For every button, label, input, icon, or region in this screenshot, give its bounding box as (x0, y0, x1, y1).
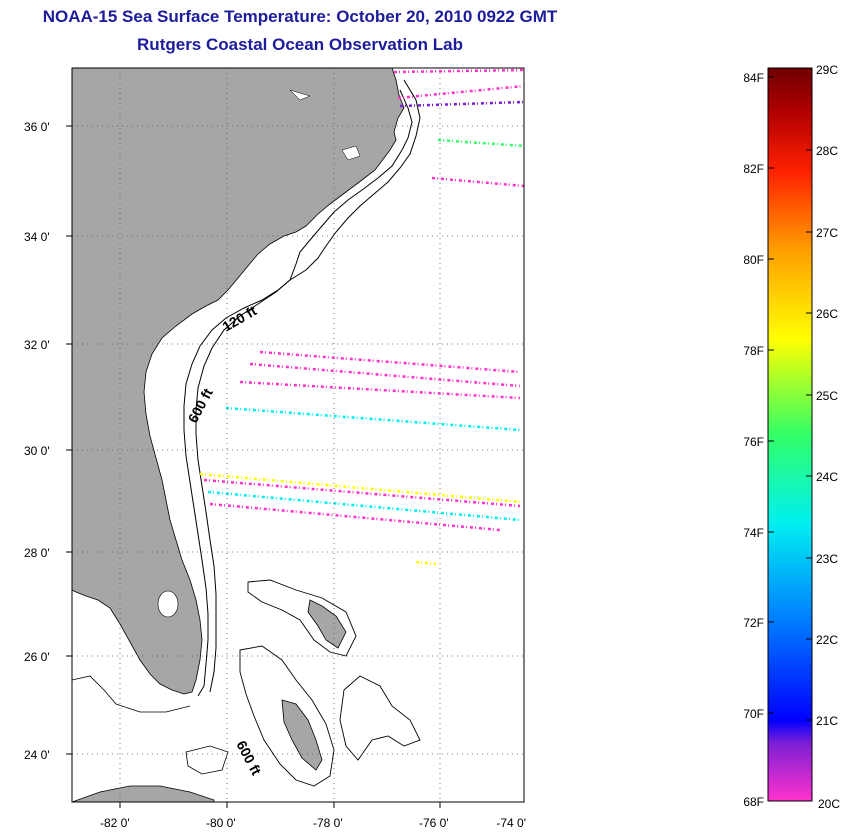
isobath-120ft (183, 89, 413, 697)
swath (225, 406, 521, 432)
lat-tick-32: 32 0' (24, 338, 50, 352)
lat-tick-30: 30 0' (24, 444, 50, 458)
cb-c-28: 28C (816, 144, 838, 158)
swath (239, 380, 521, 400)
colorbar-gradient (767, 67, 813, 802)
swath (203, 478, 521, 508)
cb-c-26: 26C (816, 307, 838, 321)
swath (437, 138, 524, 148)
swath (393, 68, 524, 74)
land-cuba (72, 785, 215, 802)
grid (72, 68, 524, 802)
cb-f-70: 70F (743, 707, 764, 721)
swath (415, 560, 437, 566)
map-title: NOAA-15 Sea Surface Temperature: October… (42, 7, 558, 26)
cb-f-68: 68F (743, 795, 764, 809)
axis-ticks (66, 125, 441, 808)
land-bahamas-north (307, 599, 347, 649)
lon-tick-78: -78 0' (313, 816, 343, 830)
colorbar-ticks (768, 76, 812, 721)
land-bahamas-andros (281, 699, 323, 771)
swath (259, 350, 521, 374)
isobath-cuba (185, 745, 229, 775)
lake-shape (289, 89, 311, 101)
cb-f-78: 78F (743, 344, 764, 358)
cb-f-84: 84F (743, 71, 764, 85)
lat-tick-26: 26 0' (24, 650, 50, 664)
lon-tick-76: -76 0' (419, 816, 449, 830)
isobath-600ft (195, 79, 421, 693)
cb-f-72: 72F (743, 616, 764, 630)
swath (207, 490, 521, 522)
cb-c-29: 29C (816, 63, 838, 77)
cb-c-25: 25C (816, 389, 838, 403)
cb-c-21: 21C (816, 714, 838, 728)
swath (399, 100, 524, 108)
cb-c-27: 27C (816, 226, 838, 240)
lake-okeechobee (157, 590, 179, 618)
cb-c-22: 22C (816, 633, 838, 647)
lon-tick-74: -74 0' (496, 816, 526, 830)
sound-shape (341, 145, 361, 161)
lat-tick-36: 36 0' (24, 120, 50, 134)
cb-c-23: 23C (816, 552, 838, 566)
cb-f-82: 82F (743, 162, 764, 176)
isobath-florida-keys (72, 675, 191, 713)
cb-f-80: 80F (743, 253, 764, 267)
cb-c-24: 24C (816, 470, 838, 484)
swath (397, 84, 524, 100)
cb-c-20: 20C (818, 797, 840, 811)
lat-tick-28: 28 0' (24, 546, 50, 560)
map-area: 120 ft 600 ft 600 ft (72, 68, 524, 802)
isobath-bahamas-south (239, 645, 335, 787)
land-us-southeast (72, 68, 405, 695)
swath (431, 176, 524, 188)
map-frame (71, 67, 525, 803)
sst-swaths (199, 68, 524, 566)
isobath-bahamas-east (339, 675, 421, 761)
colorbar: 84F 82F 80F 78F 76F 74F 72F 70F 68F 29C … (743, 63, 840, 811)
lat-tick-34: 34 0' (24, 230, 50, 244)
swath (249, 362, 521, 388)
isobath-bahamas (247, 579, 357, 657)
map-subtitle: Rutgers Coastal Ocean Observation Lab (137, 35, 463, 54)
swath (209, 502, 501, 532)
lon-tick-80: -80 0' (206, 816, 236, 830)
lat-tick-24: 24 0' (24, 748, 50, 762)
cb-f-76: 76F (743, 435, 764, 449)
cb-f-74: 74F (743, 526, 764, 540)
lon-tick-82: -82 0' (100, 816, 130, 830)
